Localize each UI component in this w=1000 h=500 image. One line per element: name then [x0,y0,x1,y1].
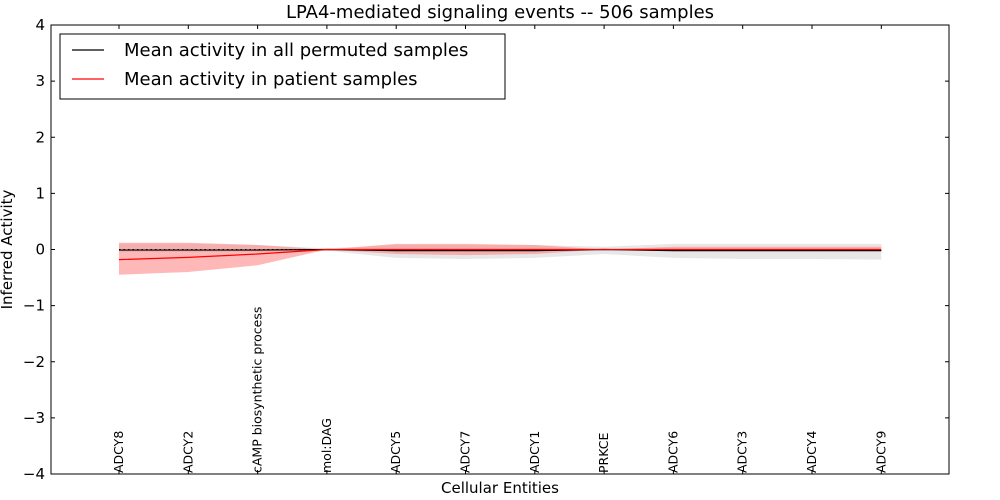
bands-layer [119,242,882,275]
x-category-label: ADCY6 [665,431,680,473]
series-line-patient [118,248,882,261]
y-tick-label: 1 [35,184,45,202]
x-category-label: ADCY8 [111,431,126,473]
plot-frame [50,24,950,475]
x-category-label: cAMP biosynthetic process [250,307,265,473]
legend-label-patient: Mean activity in patient samples [124,69,418,90]
legend-label-permuted: Mean activity in all permuted samples [124,40,468,61]
x-category-label: ADCY3 [735,431,750,473]
y-axis-title: Inferred Activity [0,189,16,309]
series-line-permuted [119,248,882,252]
chart-title: LPA4-mediated signaling events -- 506 sa… [286,2,714,23]
x-category-label: mol:DAG [319,418,334,473]
legend-box [59,33,506,100]
y-tick-label: 3 [35,72,45,90]
y-tick-label: −4 [23,465,45,483]
y-tick-label: −1 [23,297,45,315]
x-category-label: ADCY4 [804,431,819,473]
y-tick-label: −3 [23,409,45,427]
y-tick-label: 0 [35,241,45,259]
lines-layer [118,248,882,261]
x-category-label: ADCY9 [873,431,888,473]
legend: Mean activity in all permuted samples Me… [59,33,506,100]
y-tick-label: −2 [23,353,45,371]
x-category-label: PRKCE [596,433,611,473]
x-category-label: ADCY2 [180,431,195,473]
x-category-label: ADCY5 [388,431,403,473]
labels-layer: 4 3 2 1 0 −1 −2 −3 −4 ADCY8 ADCY2 cAMP biosynthetic… [23,16,888,483]
x-category-label: ADCY7 [458,431,473,473]
x-category-label: ADCY1 [527,431,542,473]
x-axis-title: Cellular Entities [441,479,559,497]
y-tick-label: 2 [35,128,45,146]
y-tick-label: 4 [35,16,45,34]
